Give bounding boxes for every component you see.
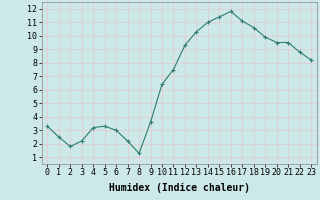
X-axis label: Humidex (Indice chaleur): Humidex (Indice chaleur) [109, 183, 250, 193]
